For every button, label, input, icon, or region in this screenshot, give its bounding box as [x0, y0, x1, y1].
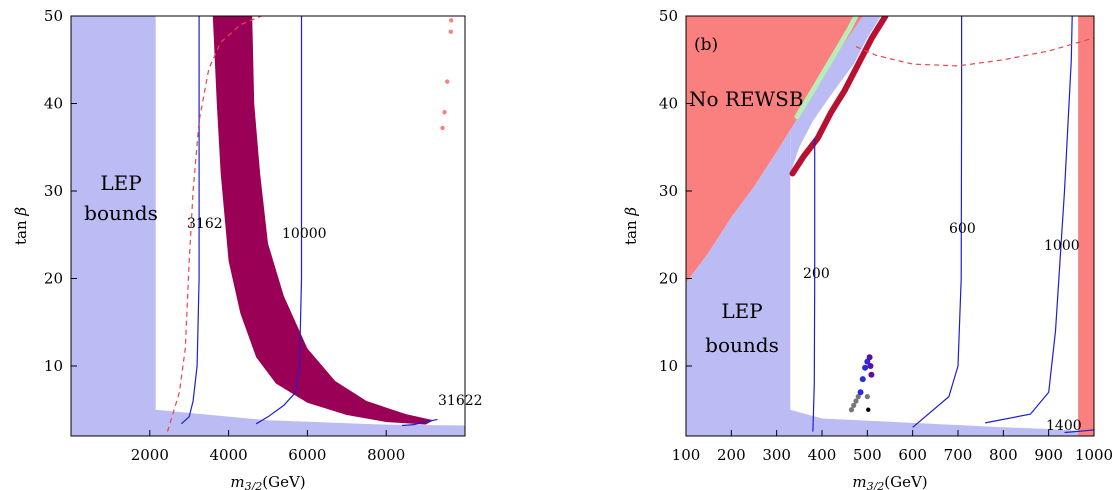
- y-tick-label: 50: [44, 7, 63, 25]
- lep-region: [71, 16, 465, 436]
- lep-bounds-b-line2: bounds: [705, 333, 779, 357]
- black-point: [866, 407, 871, 412]
- x-tick-label: 2000: [131, 446, 169, 464]
- contour-200: [812, 138, 816, 432]
- gray-point: [851, 402, 857, 408]
- dashed-contour: [855, 37, 1094, 67]
- panel-b-plot: [686, 16, 1094, 436]
- y-tick-label: 20: [659, 270, 678, 288]
- panel-b: 100 200 300 400 500 600 700 800 900 1000 10 20 30 40 5…: [622, 7, 1113, 490]
- y-tick-label: 50: [659, 7, 678, 25]
- contour-label-600: 600: [949, 221, 976, 237]
- scatter-point: [449, 18, 454, 23]
- green-band: [794, 16, 859, 120]
- contour-label-1400: 1400: [1046, 418, 1082, 434]
- scatter-point: [440, 125, 445, 131]
- y-tick-label: 40: [659, 95, 678, 113]
- y-tick-label: 30: [44, 182, 63, 200]
- panel-b-frame: [685, 15, 1095, 437]
- contour-label-3162: 3162: [187, 216, 223, 232]
- panel-b-ylabel: tan β: [622, 207, 640, 245]
- y-tick-label: 20: [44, 270, 63, 288]
- panel-b-ticks: 100 200 300 400 500 600 700 800 900 1000 10 20 30 40 5…: [659, 7, 1113, 464]
- x-tick-label: 500: [853, 446, 882, 464]
- lep-bounds-label-line1: LEP: [100, 171, 141, 195]
- dashed-contour: [166, 16, 263, 432]
- x-tick-label: 1000: [1075, 446, 1113, 464]
- contour-1000: [985, 16, 1073, 424]
- purple-point: [868, 371, 875, 378]
- contour-label-10000: 10000: [282, 226, 327, 242]
- x-tick-label: 700: [944, 446, 973, 464]
- panel-a: 2000 4000 6000 8000 10 20 30 40 50 LEP bounds 31…: [12, 7, 483, 490]
- contour-3162: [180, 16, 200, 425]
- blue-point: [859, 376, 866, 383]
- gray-point: [864, 394, 870, 400]
- contour-label-1000: 1000: [1044, 238, 1080, 254]
- x-tick-label: 100: [672, 446, 701, 464]
- excluded-right-strip: [1078, 16, 1094, 436]
- red-band: [789, 16, 889, 177]
- panel-a-frame: [70, 15, 466, 437]
- y-tick-label: 10: [44, 357, 63, 375]
- blue-point: [857, 389, 864, 396]
- contour-31622: [401, 418, 438, 427]
- panel-b-xlabel: m3/2(GeV): [852, 473, 927, 490]
- y-tick-label: 10: [659, 357, 678, 375]
- lep-bounds-b-line1: LEP: [721, 299, 762, 323]
- no-rewsb-label: No REWSB: [689, 87, 804, 111]
- panel-a-plot: [71, 16, 465, 436]
- x-tick-label: 8000: [367, 446, 405, 464]
- gray-point: [853, 398, 859, 404]
- panel-a-xlabel: m3/2(GeV): [230, 473, 305, 490]
- purple-point: [867, 363, 874, 369]
- panel-b-tag: (b): [694, 35, 718, 55]
- dark-matter-band: [212, 16, 434, 425]
- contour-600: [912, 16, 963, 428]
- y-tick-label: 30: [659, 182, 678, 200]
- x-tick-label: 600: [898, 446, 927, 464]
- lep-bounds-label-line2: bounds: [84, 201, 158, 225]
- x-tick-label: 900: [1034, 446, 1063, 464]
- panel-a-ticks: 2000 4000 6000 8000 10 20 30 40 50: [44, 7, 405, 464]
- panel-a-ylabel: tan β: [12, 207, 30, 245]
- y-tick-label: 40: [44, 95, 63, 113]
- blue-point: [862, 364, 869, 371]
- x-tick-label: 800: [989, 446, 1018, 464]
- x-tick-label: 4000: [210, 446, 248, 464]
- gray-point: [848, 407, 855, 413]
- lep-region: [686, 129, 1094, 436]
- gray-point: [855, 394, 861, 400]
- contour-10000: [255, 16, 303, 425]
- contour-label-200: 200: [803, 266, 830, 282]
- x-tick-label: 6000: [288, 446, 326, 464]
- scatter-point: [442, 110, 447, 115]
- scatter-point: [448, 29, 454, 34]
- x-tick-label: 400: [808, 446, 837, 464]
- x-tick-label: 200: [717, 446, 746, 464]
- contour-1400: [1064, 429, 1094, 434]
- x-tick-label: 300: [762, 446, 791, 464]
- purple-point: [866, 354, 873, 361]
- contour-label-31622: 31622: [438, 393, 483, 409]
- scatter-point: [445, 79, 450, 84]
